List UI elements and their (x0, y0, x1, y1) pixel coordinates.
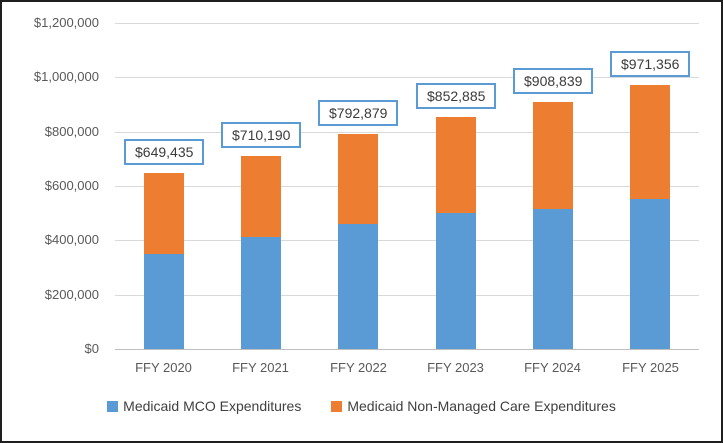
x-axis-category-label: FFY 2024 (524, 360, 581, 375)
y-axis-tick-label: $1,200,000 (33, 15, 99, 30)
bar-segment-mco (144, 254, 184, 349)
bar-segment-mco (436, 213, 476, 349)
bar-segment-mco (630, 199, 670, 349)
chart-legend: Medicaid MCO Expenditures Medicaid Non-Ma… (2, 398, 721, 414)
x-axis-category-label: FFY 2025 (622, 360, 679, 375)
gridline (115, 77, 699, 78)
total-data-label: $649,435 (124, 139, 205, 165)
bar-segment-mco (338, 224, 378, 349)
x-axis-line (115, 349, 699, 350)
legend-swatch-non-managed (331, 400, 343, 412)
x-axis-category-label: FFY 2022 (330, 360, 387, 375)
bar-segment-mco (533, 209, 573, 349)
y-axis-tick-label: $200,000 (44, 287, 99, 302)
legend-label: Medicaid Non-Managed Care Expenditures (347, 398, 616, 414)
legend-label: Medicaid MCO Expenditures (123, 398, 302, 414)
bar-segment-non-managed (241, 156, 281, 237)
bar-segment-non-managed (630, 85, 670, 199)
x-axis-category-label: FFY 2020 (135, 360, 192, 375)
bar-segment-mco (241, 237, 281, 349)
bar-segment-non-managed (144, 173, 184, 254)
y-axis-tick-label: $800,000 (44, 124, 99, 139)
gridline (115, 295, 699, 296)
total-data-label: $792,879 (318, 100, 399, 126)
total-data-label: $710,190 (221, 122, 302, 148)
y-axis-tick-label: $0 (84, 341, 99, 356)
legend-entry: Medicaid MCO Expenditures (107, 398, 301, 414)
bar-segment-non-managed (533, 102, 573, 209)
total-data-label: $971,356 (610, 51, 691, 77)
x-axis-category-label: FFY 2023 (427, 360, 484, 375)
bar-segment-non-managed (338, 134, 378, 224)
total-data-label: $908,839 (513, 68, 594, 94)
gridline (115, 240, 699, 241)
y-axis-tick-label: $1,000,000 (33, 69, 99, 84)
x-axis-category-label: FFY 2021 (232, 360, 289, 375)
total-data-label: $852,885 (416, 83, 497, 109)
legend-entry: Medicaid Non-Managed Care Expenditures (331, 398, 616, 414)
y-axis-tick-label: $400,000 (44, 232, 99, 247)
bar-segment-non-managed (436, 117, 476, 213)
gridline (115, 132, 699, 133)
gridline (115, 186, 699, 187)
y-axis-tick-label: $600,000 (44, 178, 99, 193)
legend-swatch-mco (107, 400, 119, 412)
gridline (115, 23, 699, 24)
